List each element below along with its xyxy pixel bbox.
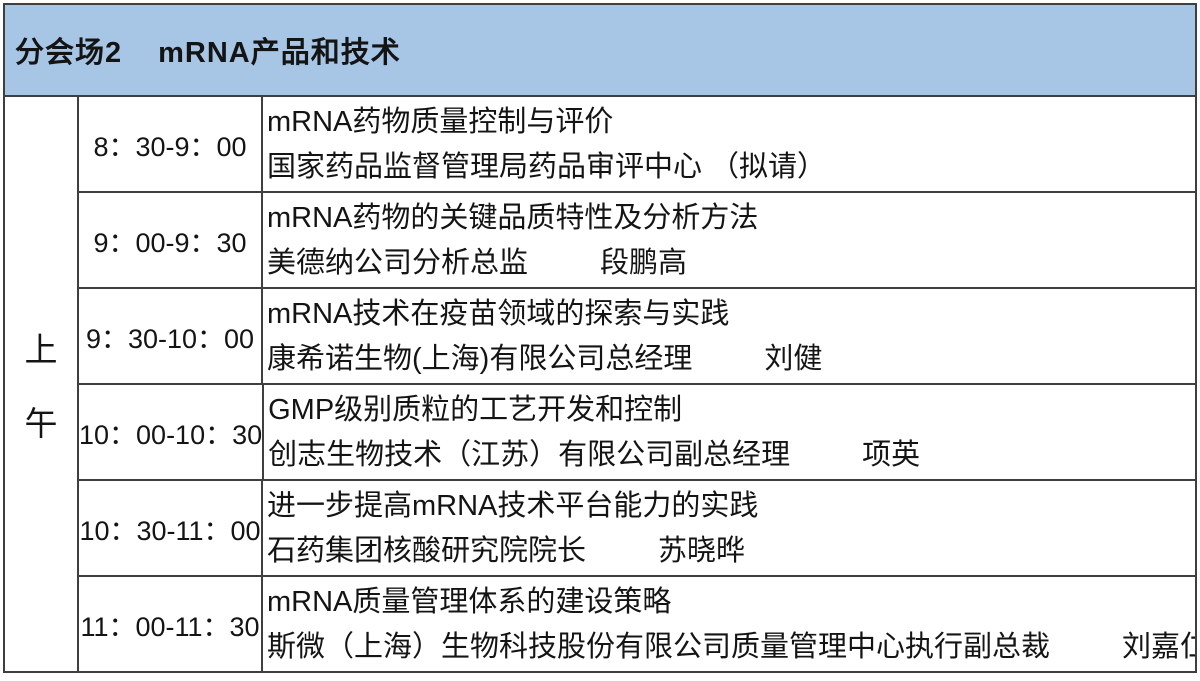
- talk-cell: GMP级别质粒的工艺开发和控制 创志生物技术（江苏）有限公司副总经理 项英: [264, 385, 1195, 479]
- speaker-name: 段鹏高: [600, 246, 688, 279]
- affiliation: 康希诺生物(上海)有限公司总经理: [267, 342, 693, 375]
- speaker-line: 国家药品监督管理局药品审评中心 （拟请）: [267, 150, 1187, 184]
- table-row: 8：30-9：00 mRNA药物质量控制与评价 国家药品监督管理局药品审评中心 …: [79, 97, 1195, 193]
- time-cell: 8：30-9：00: [79, 97, 263, 191]
- speaker-line: 石药集团核酸研究院院长 苏晓晔: [267, 534, 1187, 568]
- time-cell: 9：30-10：00: [79, 289, 263, 383]
- talk-title: mRNA药物的关键品质特性及分析方法: [267, 201, 759, 234]
- schedule-body: 上 午 8：30-9：00 mRNA药物质量控制与评价 国家药品监督管理局药品审…: [5, 97, 1195, 671]
- session-header: 分会场2 mRNA产品和技术: [5, 5, 1195, 97]
- talk-title: mRNA质量管理体系的建设策略: [267, 585, 672, 618]
- speaker-name: 项英: [862, 438, 921, 471]
- table-row: 10：30-11：00 进一步提高mRNA技术平台能力的实践 石药集团核酸研究院…: [79, 481, 1195, 577]
- talk-cell: mRNA质量管理体系的建设策略 斯微（上海）生物科技股份有限公司质量管理中心执行…: [263, 577, 1195, 671]
- session-title: mRNA产品和技术: [158, 37, 401, 69]
- affiliation: 美德纳公司分析总监: [267, 246, 529, 279]
- table-row: 9：00-9：30 mRNA药物的关键品质特性及分析方法 美德纳公司分析总监 段…: [79, 193, 1195, 289]
- speaker-line: 美德纳公司分析总监 段鹏高: [267, 246, 1187, 280]
- period-cell-morning: 上 午: [5, 97, 79, 671]
- talk-cell: mRNA药物的关键品质特性及分析方法 美德纳公司分析总监 段鹏高: [263, 193, 1195, 287]
- speaker-line: 康希诺生物(上海)有限公司总经理 刘健: [267, 342, 1187, 376]
- affiliation: 斯微（上海）生物科技股份有限公司质量管理中心执行副总裁: [267, 630, 1051, 663]
- table-row: 11：00-11：30 mRNA质量管理体系的建设策略 斯微（上海）生物科技股份…: [79, 577, 1195, 671]
- period-char-1: 上: [24, 331, 58, 368]
- speaker-name: 刘嘉仁: [1122, 630, 1195, 663]
- time-cell: 10：00-10：30: [79, 385, 265, 479]
- table-row: 10：00-10：30 GMP级别质粒的工艺开发和控制 创志生物技术（江苏）有限…: [79, 385, 1195, 481]
- talk-title: mRNA药物质量控制与评价: [267, 105, 614, 138]
- schedule-table: 分会场2 mRNA产品和技术 上 午 8：30-9：00 mRNA药物质量控制与…: [3, 3, 1197, 673]
- talk-cell: 进一步提高mRNA技术平台能力的实践 石药集团核酸研究院院长 苏晓晔: [263, 481, 1195, 575]
- time-cell: 10：30-11：00: [79, 481, 263, 575]
- speaker-line: 斯微（上海）生物科技股份有限公司质量管理中心执行副总裁 刘嘉仁: [267, 630, 1195, 664]
- speaker-line: 创志生物技术（江苏）有限公司副总经理 项英: [268, 438, 1187, 472]
- talk-cell: mRNA技术在疫苗领域的探索与实践 康希诺生物(上海)有限公司总经理 刘健: [263, 289, 1195, 383]
- session-label: 分会场2: [15, 37, 123, 69]
- talk-cell: mRNA药物质量控制与评价 国家药品监督管理局药品审评中心 （拟请）: [263, 97, 1195, 191]
- talk-title: 进一步提高mRNA技术平台能力的实践: [267, 489, 759, 522]
- affiliation: 创志生物技术（江苏）有限公司副总经理: [268, 438, 791, 471]
- time-cell: 11：00-11：30: [79, 577, 263, 671]
- table-row: 9：30-10：00 mRNA技术在疫苗领域的探索与实践 康希诺生物(上海)有限…: [79, 289, 1195, 385]
- period-char-2: 午: [24, 405, 58, 442]
- speaker-name: 刘健: [764, 342, 823, 375]
- affiliation: 石药集团核酸研究院院长: [267, 534, 587, 567]
- session-rows: 8：30-9：00 mRNA药物质量控制与评价 国家药品监督管理局药品审评中心 …: [79, 97, 1195, 671]
- speaker-name: 苏晓晔: [658, 534, 746, 567]
- affiliation: 国家药品监督管理局药品审评中心 （拟请）: [267, 150, 827, 183]
- time-cell: 9：00-9：30: [79, 193, 263, 287]
- talk-title: mRNA技术在疫苗领域的探索与实践: [267, 297, 730, 330]
- talk-title: GMP级别质粒的工艺开发和控制: [268, 393, 683, 426]
